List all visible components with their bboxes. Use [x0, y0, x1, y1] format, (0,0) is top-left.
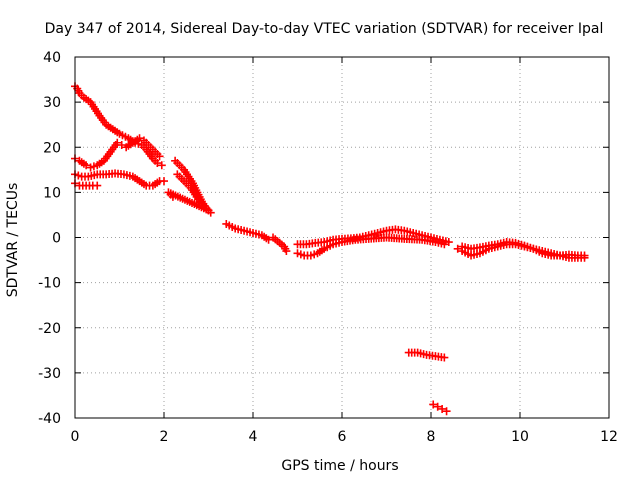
y-tick-label: -30 [38, 366, 61, 382]
data-point [113, 138, 122, 147]
data-point [580, 251, 589, 260]
series-track-h [293, 233, 449, 260]
x-axis-label: GPS time / hours [281, 458, 398, 474]
x-tick-label: 2 [160, 429, 169, 445]
grid [75, 57, 609, 418]
y-tick-label: 20 [43, 140, 61, 156]
series-track-f [222, 219, 291, 256]
data-point [82, 161, 91, 170]
y-tick-label: 40 [43, 50, 61, 66]
series-track-a [71, 82, 166, 170]
x-tick-label: 6 [338, 429, 347, 445]
data-point [433, 402, 442, 411]
data-point [440, 353, 449, 362]
data-point [155, 152, 164, 161]
data-point [168, 192, 177, 201]
data-point [117, 140, 126, 149]
x-tick-label: 8 [427, 429, 436, 445]
x-tick-label: 10 [511, 429, 529, 445]
y-tick-label: 30 [43, 95, 61, 111]
data-point [157, 161, 166, 170]
y-tick-label: -20 [38, 321, 61, 337]
y-tick-label: -10 [38, 276, 61, 292]
series-track-b [71, 169, 168, 190]
data-point [444, 238, 453, 247]
series-track-j [458, 238, 589, 260]
axis-ticks: 0 2 4 6 8 10 12 -40 -30 -20 -10 0 10 20 30 40 [38, 50, 618, 445]
data-point [264, 235, 273, 244]
data-point [442, 407, 451, 416]
data-point [160, 177, 168, 186]
y-tick-label: 0 [52, 231, 61, 247]
x-tick-label: 0 [71, 429, 80, 445]
data-points [71, 82, 589, 416]
data-point [440, 240, 449, 249]
chart-title: Day 347 of 2014, Sidereal Day-to-day VTE… [45, 21, 604, 37]
y-tick-label: -40 [38, 411, 61, 427]
y-tick-label: 10 [43, 185, 61, 201]
data-point [429, 400, 438, 409]
series-track-c [71, 134, 164, 172]
x-tick-label: 12 [600, 429, 618, 445]
series-track-e [164, 156, 215, 217]
series-track-l [429, 400, 451, 416]
data-point [153, 159, 162, 168]
series-track-d [71, 179, 102, 190]
y-axis-label: SDTVAR / TECUs [5, 183, 21, 298]
x-tick-label: 4 [249, 429, 258, 445]
data-point [93, 181, 102, 190]
data-point [453, 244, 462, 253]
data-point [282, 247, 291, 256]
data-point [438, 404, 447, 413]
data-point [135, 134, 144, 143]
series-track-k [404, 348, 449, 362]
